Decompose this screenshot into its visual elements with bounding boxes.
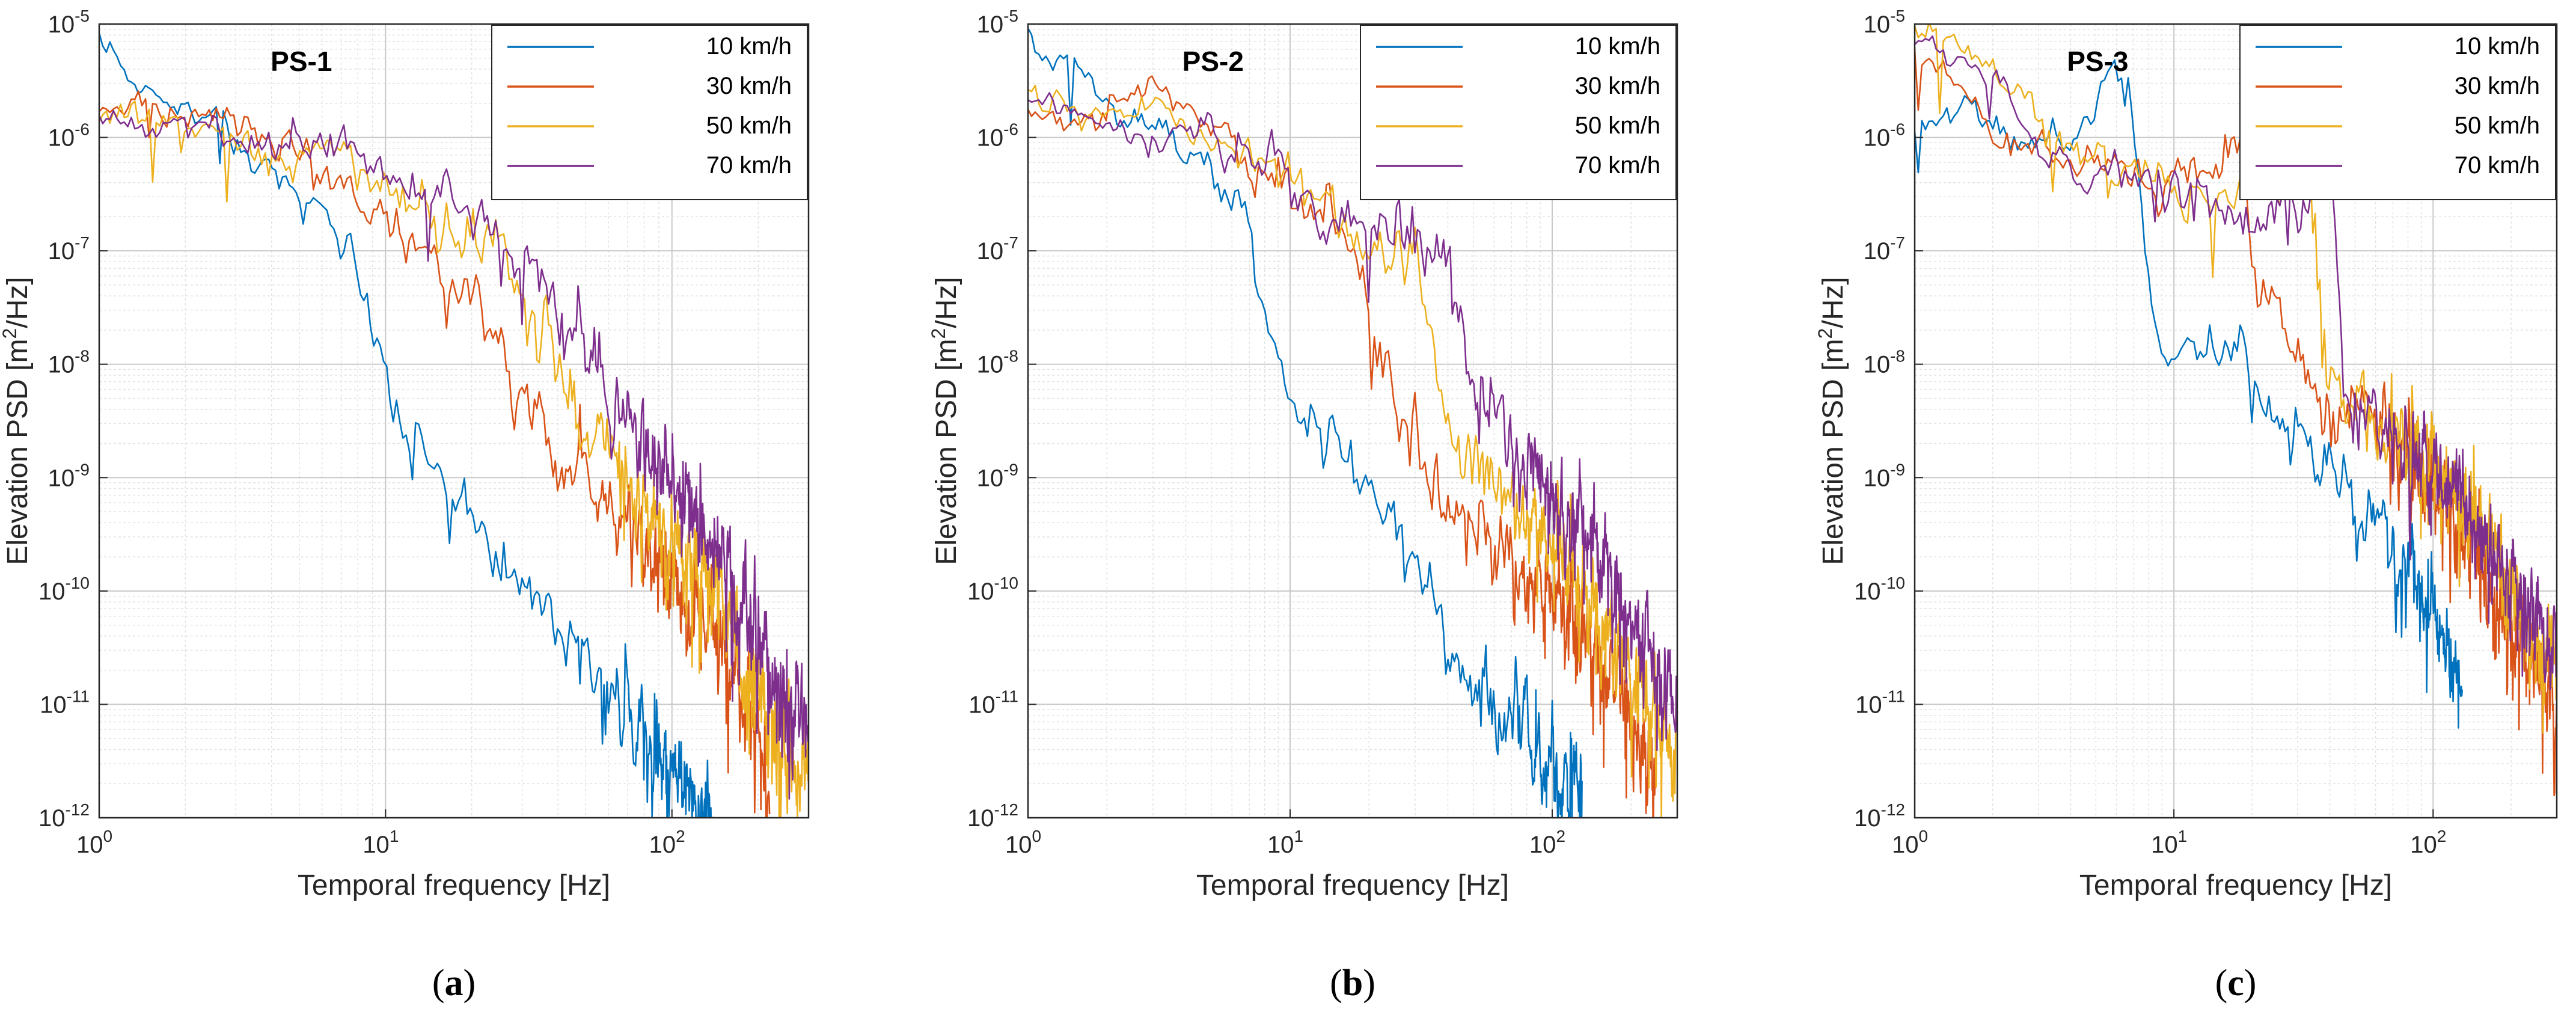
series-group (1915, 24, 2557, 797)
panel-a: 100 101 102 10-5 10-6 10-7 10-8 10-9 10-10 10-11 1… (0, 7, 810, 1004)
y-tick-label: 10-7 (977, 233, 1018, 265)
x-axis-label: Temporal frequency [Hz] (1196, 869, 1509, 901)
legend-label-50kmh: 50 km/h (1575, 112, 1660, 139)
series-line-10kmh (1915, 59, 2464, 729)
y-axis-label: Elevation PSD [m2/Hz] (1814, 277, 1849, 565)
x-tick-label: 101 (1267, 827, 1303, 858)
y-tick-label: 10-5 (48, 7, 90, 38)
legend-label-70kmh: 70 km/h (2455, 152, 2540, 179)
y-tick-label: 10-6 (1864, 120, 1905, 152)
panel-title: PS-2 (1182, 46, 1244, 77)
x-tick-label: 102 (1529, 827, 1565, 858)
y-tick-label: 10-8 (48, 347, 90, 378)
series-line-50kmh (99, 100, 809, 818)
y-tick-label: 10-11 (40, 687, 90, 718)
x-tick-label: 100 (1892, 827, 1928, 858)
x-tick-label: 100 (76, 827, 112, 858)
y-tick-label: 10-11 (968, 687, 1018, 718)
panel-c: 100 101 102 10-5 10-6 10-7 10-8 10-9 10-10 10-11 1… (1814, 7, 2558, 1004)
axes-box (98, 23, 810, 819)
legend-label-30kmh: 30 km/h (706, 73, 792, 99)
series-line-10kmh (99, 32, 714, 818)
panel-caption: (b) (1330, 963, 1375, 1004)
panel-title: PS-3 (2067, 46, 2128, 77)
y-tick-label: 10-12 (1854, 800, 1905, 832)
series-group (99, 32, 809, 818)
panel-caption: (c) (2215, 963, 2257, 1004)
x-axis-label: Temporal frequency [Hz] (2079, 869, 2392, 901)
panel-caption: (a) (432, 963, 476, 1004)
series-line-70kmh (1915, 35, 2557, 690)
series-line-70kmh (1028, 92, 1677, 752)
axes-box (1027, 23, 1678, 819)
legend-label-70kmh: 70 km/h (1575, 152, 1660, 179)
series-line-50kmh (1028, 84, 1677, 818)
y-tick-label: 10-11 (1855, 687, 1905, 718)
y-axis-label: Elevation PSD [m2/Hz] (928, 277, 962, 565)
x-axis-label: Temporal frequency [Hz] (298, 869, 610, 901)
y-tick-label: 10-5 (1864, 7, 1905, 38)
y-tick-label: 10-10 (38, 574, 90, 605)
x-tick-label: 102 (649, 827, 685, 858)
x-tick-label: 102 (2410, 827, 2446, 858)
y-tick-label: 10-7 (48, 233, 90, 265)
y-tick-label: 10-12 (967, 800, 1018, 832)
legend-label-10kmh: 10 km/h (706, 33, 792, 60)
legend-box (491, 25, 808, 200)
x-tick-label: 101 (363, 827, 399, 858)
series-line-10kmh (1028, 28, 1583, 818)
legend: 10 km/h 30 km/h 50 km/h 70 km/h (1360, 25, 1677, 200)
y-tick-label: 10-5 (977, 7, 1018, 38)
y-axis-label: Elevation PSD [m2/Hz] (0, 277, 34, 565)
legend-label-30kmh: 30 km/h (1575, 73, 1660, 99)
legend-label-10kmh: 10 km/h (1575, 33, 1660, 60)
y-tick-label: 10-6 (977, 120, 1018, 152)
legend-box (2239, 25, 2556, 200)
y-tick-label: 10-12 (38, 800, 90, 832)
x-tick-label: 101 (2151, 827, 2187, 858)
y-tick-label: 10-9 (977, 460, 1018, 491)
y-tick-label: 10-9 (48, 460, 90, 491)
panel-b: 100 101 102 10-5 10-6 10-7 10-8 10-9 10-10 10-11 1… (928, 7, 1678, 1004)
series-group (1028, 28, 1677, 818)
legend-label-30kmh: 30 km/h (2455, 73, 2540, 99)
legend-box (1360, 25, 1677, 200)
axes-box (1914, 23, 2558, 819)
y-tick-label: 10-6 (48, 120, 90, 152)
legend-label-50kmh: 50 km/h (706, 112, 792, 139)
series-line-70kmh (99, 109, 809, 800)
y-tick-label: 10-10 (967, 574, 1018, 605)
legend: 10 km/h 30 km/h 50 km/h 70 km/h (2239, 25, 2556, 200)
legend-label-50kmh: 50 km/h (2455, 112, 2540, 139)
y-tick-label: 10-8 (1864, 347, 1905, 378)
panel-title: PS-1 (271, 46, 332, 77)
legend-label-10kmh: 10 km/h (2455, 33, 2540, 60)
y-tick-label: 10-10 (1854, 574, 1905, 605)
x-tick-label: 100 (1005, 827, 1041, 858)
y-tick-label: 10-9 (1864, 460, 1905, 491)
legend-label-70kmh: 70 km/h (706, 152, 792, 179)
y-tick-label: 10-7 (1864, 233, 1905, 265)
y-tick-label: 10-8 (977, 347, 1018, 378)
legend: 10 km/h 30 km/h 50 km/h 70 km/h (491, 25, 808, 200)
